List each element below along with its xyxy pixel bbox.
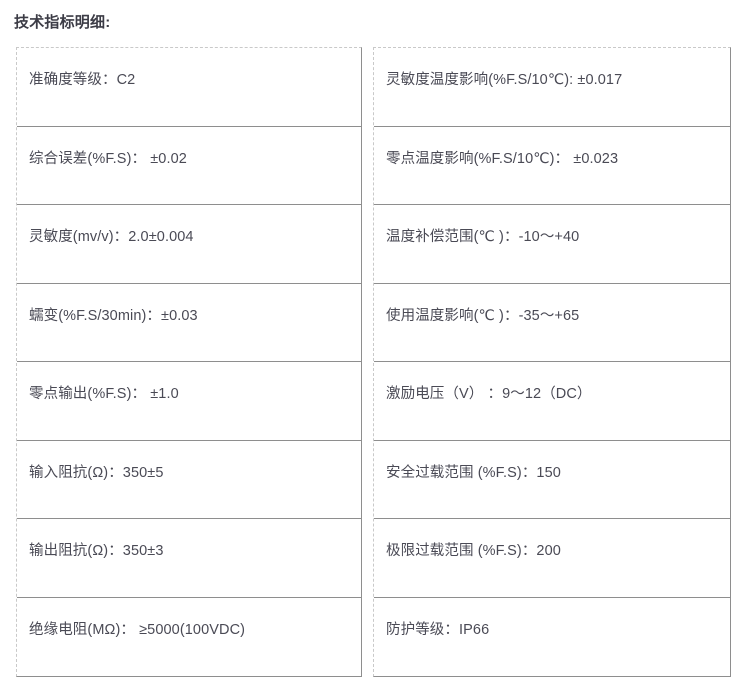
table-row: 极限过载范围 (%F.S)：200 [374,519,730,598]
page-title: 技术指标明细: [14,14,111,31]
table-row: 灵敏度(mv/v)：2.0±0.004 [17,205,361,284]
spec-cell-insulation-resistance: 绝缘电阻(MΩ)： ≥5000(100VDC) [29,621,246,638]
spec-cell-accuracy-class: 准确度等级：C2 [29,72,136,88]
table-row: 蠕变(%F.S/30min)：±0.03 [17,284,361,362]
spec-cell-zero-temp-effect: 零点温度影响(%F.S/10℃)： ±0.023 [386,150,619,167]
table-row: 绝缘电阻(MΩ)： ≥5000(100VDC) [17,598,361,677]
spec-cell-sensitivity-temp-effect: 灵敏度温度影响(%F.S/10℃): ±0.017 [386,72,623,88]
table-row: 输入阻抗(Ω)：350±5 [17,441,361,519]
table-row: 输出阻抗(Ω)：350±3 [17,519,361,598]
spec-table-left: 准确度等级：C2 综合误差(%F.S)： ±0.02 灵敏度(mv/v)：2.0… [16,47,362,677]
spec-cell-temp-compensation-range: 温度补偿范围(℃ )：-10～+40 [386,229,580,245]
spec-cell-excitation-voltage: 激励电压（V） ：9～12（DC） [386,386,592,402]
table-row: 零点温度影响(%F.S/10℃)： ±0.023 [374,127,730,205]
table-row: 灵敏度温度影响(%F.S/10℃): ±0.017 [374,48,730,127]
table-row: 安全过载范围 (%F.S)：150 [374,441,730,519]
spec-cell-protection-class: 防护等级：IP66 [386,621,490,638]
spec-cell-input-impedance: 输入阻抗(Ω)：350±5 [29,464,164,481]
spec-cell-zero-output: 零点输出(%F.S)： ±1.0 [29,386,179,402]
spec-cell-safe-overload: 安全过载范围 (%F.S)：150 [386,464,561,481]
table-row: 零点输出(%F.S)： ±1.0 [17,362,361,441]
spec-cell-sensitivity: 灵敏度(mv/v)：2.0±0.004 [29,229,194,245]
spec-cell-ultimate-overload: 极限过载范围 (%F.S)：200 [386,543,561,559]
spec-cell-combined-error: 综合误差(%F.S)： ±0.02 [29,150,187,167]
spec-cell-creep: 蠕变(%F.S/30min)：±0.03 [29,307,198,324]
table-row: 使用温度影响(℃ )：-35～+65 [374,284,730,362]
spec-table-right: 灵敏度温度影响(%F.S/10℃): ±0.017 零点温度影响(%F.S/10… [373,47,731,677]
table-row: 温度补偿范围(℃ )：-10～+40 [374,205,730,284]
spec-cell-output-impedance: 输出阻抗(Ω)：350±3 [29,543,164,559]
table-row: 综合误差(%F.S)： ±0.02 [17,127,361,205]
table-row: 准确度等级：C2 [17,48,361,127]
spec-tables-container: 准确度等级：C2 综合误差(%F.S)： ±0.02 灵敏度(mv/v)：2.0… [0,47,750,679]
table-row: 防护等级：IP66 [374,598,730,677]
table-row: 激励电压（V） ：9～12（DC） [374,362,730,441]
spec-cell-operating-temp-range: 使用温度影响(℃ )：-35～+65 [386,307,580,324]
